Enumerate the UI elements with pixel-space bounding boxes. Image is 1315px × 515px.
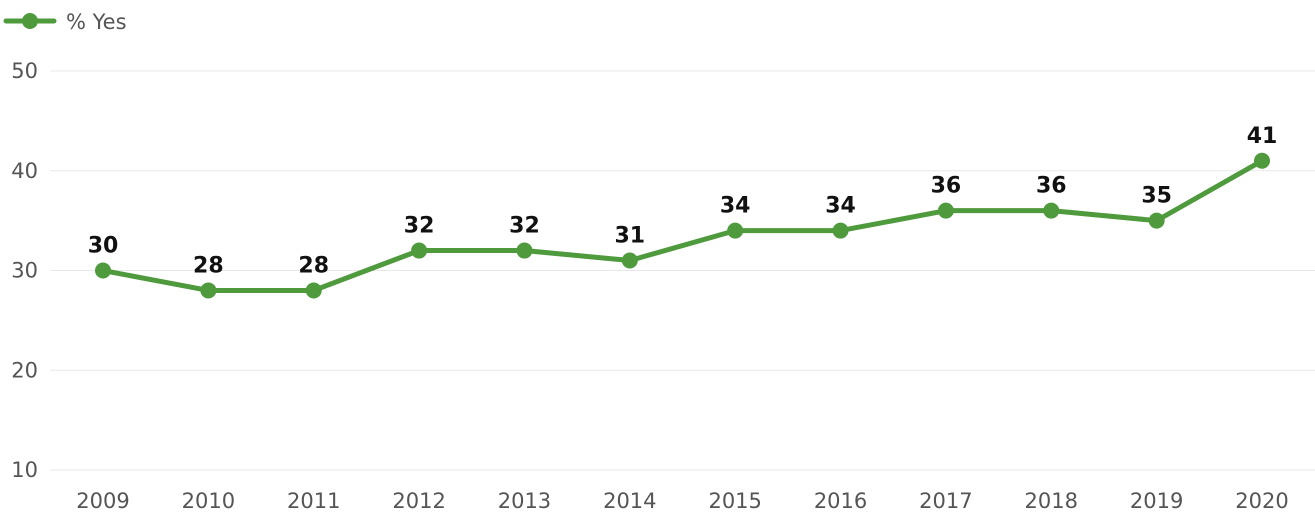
- series-line: [100, 158, 1265, 293]
- data-point: [1254, 152, 1270, 169]
- data-point: [1148, 212, 1165, 229]
- data-point: [832, 222, 849, 239]
- data-point: [516, 242, 533, 259]
- x-tick-label: 2019: [1130, 489, 1183, 513]
- legend-label: % Yes: [66, 10, 127, 34]
- data-label: 36: [1036, 174, 1067, 199]
- data-point: [727, 222, 744, 239]
- data-label: 34: [720, 194, 751, 219]
- x-tick-label: 2011: [287, 489, 340, 513]
- y-tick-label: 20: [11, 358, 38, 382]
- data-label: 28: [298, 253, 329, 278]
- x-tick-label: 2009: [76, 489, 129, 513]
- data-point: [937, 202, 954, 219]
- data-label: 28: [193, 253, 224, 278]
- x-tick-label: 2016: [814, 489, 867, 513]
- data-label: 41: [1247, 124, 1278, 149]
- x-tick-label: 2020: [1235, 489, 1288, 513]
- legend-dot-marker: [22, 13, 38, 29]
- x-tick-label: 2013: [498, 489, 551, 513]
- y-axis-tick-labels: 10 20 30 40 50: [11, 59, 38, 482]
- y-tick-label: 30: [11, 259, 38, 283]
- y-tick-label: 10: [11, 458, 38, 482]
- data-point: [621, 252, 638, 269]
- data-label: 36: [931, 174, 962, 199]
- y-tick-label: 50: [11, 59, 38, 83]
- x-tick-label: 2017: [919, 489, 972, 513]
- data-point: [95, 262, 111, 279]
- data-label: 31: [615, 224, 646, 249]
- data-label: 32: [404, 214, 435, 239]
- data-label: 30: [88, 234, 119, 259]
- x-tick-label: 2010: [182, 489, 235, 513]
- data-label: 35: [1141, 184, 1172, 209]
- x-tick-label: 2018: [1025, 489, 1078, 513]
- data-point: [1043, 202, 1060, 219]
- y-tick-label: 40: [11, 159, 38, 183]
- series-group: 30 28 28 32 32 31 34 34 36 36 35 41: [88, 124, 1278, 299]
- data-point: [305, 282, 322, 299]
- data-label: 32: [509, 214, 540, 239]
- x-tick-label: 2012: [392, 489, 445, 513]
- legend: % Yes: [3, 10, 127, 34]
- data-point: [411, 242, 428, 259]
- x-tick-label: 2015: [708, 489, 761, 513]
- gridlines: [50, 70, 1315, 471]
- data-label: 34: [825, 194, 856, 219]
- x-axis-tick-labels: 2009 2010 2011 2012 2013 2014 2015 2016 2017 2018…: [76, 489, 1288, 513]
- data-point: [200, 282, 217, 299]
- x-tick-label: 2014: [603, 489, 656, 513]
